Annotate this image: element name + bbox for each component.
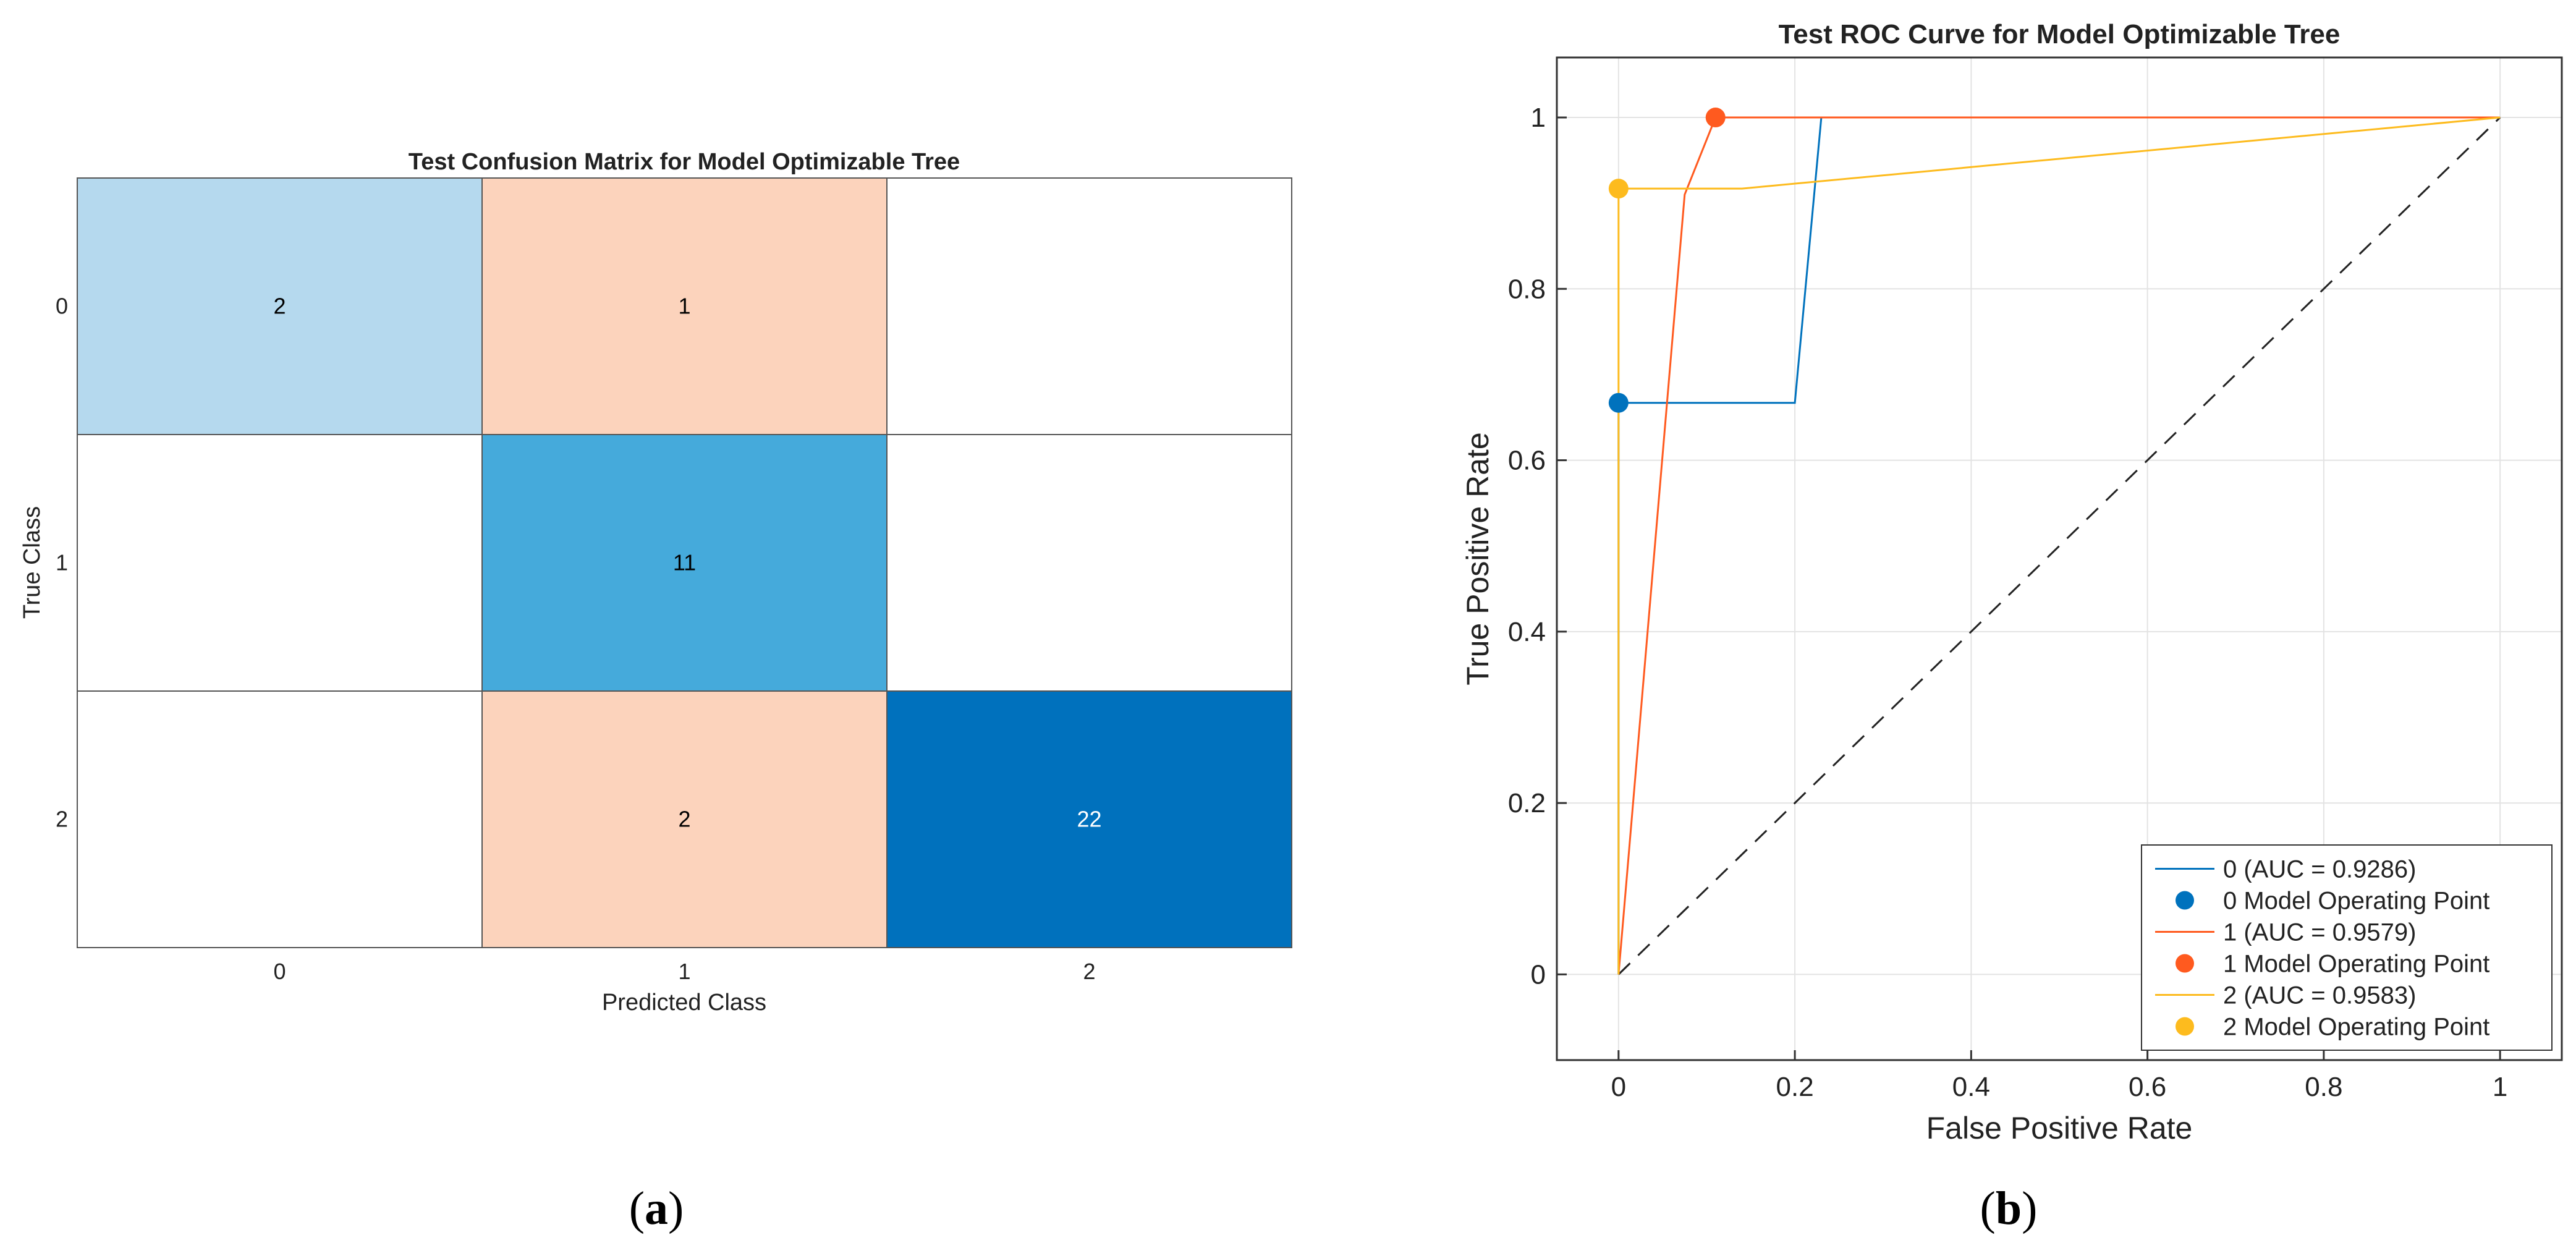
matrix-cell-value-2-2: 22 — [1077, 807, 1101, 832]
y-tick-label-5: 1 — [1531, 103, 1546, 133]
roc-legend: 0 (AUC = 0.9286) 0 Model Operating Point 1… — [2141, 844, 2553, 1051]
roc-y-ticks: 0 0.2 0.4 0.6 0.8 1 — [1508, 103, 1567, 990]
matrix-cell-1-2 — [886, 434, 1292, 692]
roc-ylabel: True Positive Rate — [1460, 432, 1495, 685]
legend-entry-curve-2: 2 (AUC = 0.9583) — [2223, 982, 2416, 1009]
matrix-cell-0-1 — [481, 177, 888, 435]
panel-label-a-open: ( — [629, 1182, 645, 1234]
row-label-0: 0 — [56, 294, 68, 319]
panel-label-b-close: ) — [2022, 1182, 2037, 1234]
matrix-cell-1-1 — [481, 434, 888, 692]
confusion-matrix-col-labels: 0 1 2 — [273, 959, 1095, 984]
operating-point-1 — [1705, 108, 1726, 128]
confusion-matrix-row-labels: 0 1 2 — [56, 294, 68, 832]
operating-point-2 — [1608, 179, 1629, 199]
y-tick-label-3: 0.6 — [1508, 446, 1546, 476]
panel-label-a-close: ) — [668, 1182, 684, 1234]
legend-point-swatch-0 — [2176, 891, 2194, 910]
x-tick-label-4: 0.8 — [2305, 1072, 2342, 1102]
x-tick-label-0: 0 — [1611, 1072, 1626, 1102]
legend-entry-point-2: 2 Model Operating Point — [2223, 1014, 2489, 1041]
matrix-cell-2-0 — [77, 690, 483, 948]
confusion-matrix-title: Test Confusion Matrix for Model Optimiza… — [409, 149, 960, 175]
matrix-cell-value-0-1: 1 — [678, 294, 690, 319]
x-tick-label-2: 0.4 — [1952, 1072, 1990, 1102]
matrix-cell-1-0 — [77, 434, 483, 692]
legend-entry-point-0: 0 Model Operating Point — [2223, 888, 2489, 915]
panel-label-a-letter: a — [645, 1182, 668, 1234]
legend-entry-point-1: 1 Model Operating Point — [2223, 951, 2489, 978]
x-tick-label-3: 0.6 — [2129, 1072, 2166, 1102]
matrix-cell-0-2 — [886, 177, 1292, 435]
legend-point-swatch-1 — [2176, 954, 2194, 973]
legend-box — [2141, 844, 2553, 1051]
matrix-cell-value-0-0: 2 — [273, 294, 286, 319]
roc-axes-frame — [1556, 56, 2563, 1061]
legend-entry-curve-0: 0 (AUC = 0.9286) — [2223, 856, 2416, 883]
matrix-cell-value-2-1: 2 — [678, 807, 690, 832]
legend-point-swatch-2 — [2176, 1017, 2194, 1036]
col-label-2: 2 — [1083, 959, 1095, 984]
operating-point-0 — [1608, 393, 1629, 413]
y-tick-label-0: 0 — [1531, 959, 1546, 990]
confusion-matrix-xlabel: Predicted Class — [602, 990, 766, 1016]
x-tick-label-1: 0.2 — [1776, 1072, 1814, 1102]
col-label-0: 0 — [273, 959, 286, 984]
matrix-cell-2-1 — [481, 690, 888, 948]
legend-entry-curve-1: 1 (AUC = 0.9579) — [2223, 919, 2416, 946]
roc-curve-2 — [1617, 116, 2501, 975]
panel-label-b-open: ( — [1980, 1182, 1996, 1234]
panel-label-b: (b) — [1980, 1182, 2038, 1234]
confusion-matrix-ylabel: True Class — [19, 506, 45, 619]
matrix-cell-2-2 — [886, 690, 1292, 948]
x-tick-label-5: 1 — [2493, 1072, 2507, 1102]
y-tick-label-2: 0.4 — [1508, 617, 1546, 647]
roc-panel: Test ROC Curve for Model Optimizable Tre… — [1460, 19, 2563, 1145]
y-tick-label-1: 0.2 — [1508, 788, 1546, 818]
roc-diagonal-group — [1617, 116, 2501, 975]
matrix-cell-0-0 — [77, 177, 483, 435]
row-label-2: 2 — [56, 807, 68, 832]
roc-diagonal-line — [1617, 116, 2501, 975]
row-label-1: 1 — [56, 550, 68, 575]
y-tick-label-4: 0.8 — [1508, 274, 1546, 304]
confusion-matrix-panel: Test Confusion Matrix for Model Optimiza… — [19, 149, 1292, 1016]
panel-label-a: (a) — [629, 1182, 684, 1234]
panel-label-b-letter: b — [1996, 1182, 2022, 1234]
roc-title: Test ROC Curve for Model Optimizable Tre… — [1779, 19, 2341, 49]
roc-operating-points — [1608, 108, 1726, 413]
matrix-cell-value-1-1: 11 — [673, 550, 696, 575]
roc-xlabel: False Positive Rate — [1926, 1111, 2193, 1145]
confusion-matrix-frame — [77, 177, 1292, 948]
col-label-1: 1 — [678, 959, 690, 984]
roc-x-ticks: 0 0.2 0.4 0.6 0.8 1 — [1611, 1050, 2507, 1102]
